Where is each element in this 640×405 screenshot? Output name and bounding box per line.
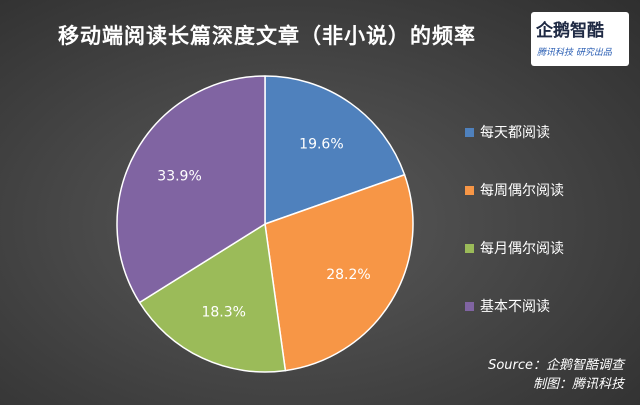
pie-slice-2 xyxy=(264,173,414,372)
pie-value-label-4: 33.9% xyxy=(157,169,201,185)
legend-label: 每月偶尔阅读 xyxy=(480,241,564,257)
legend-swatch xyxy=(465,127,474,137)
legend-swatch xyxy=(465,243,474,253)
pie-value-label-3: 18.3% xyxy=(201,305,245,321)
chart-title: 移动端阅读长篇深度文章（非小说）的频率 xyxy=(58,24,476,48)
pie-slice-4 xyxy=(116,75,266,304)
logo-wordmark: 企鹅智酷 xyxy=(536,21,604,41)
legend-swatch xyxy=(465,185,474,195)
pie-slices xyxy=(116,75,414,373)
legend-label: 每天都阅读 xyxy=(480,125,550,141)
legend-item-1: 每天都阅读 xyxy=(465,122,550,142)
source-text: Source：企鹅智酷调查 xyxy=(488,358,624,373)
brand-logo: 企鹅智酷 腾讯科技 研究出品 xyxy=(531,12,629,66)
legend-item-3: 每月偶尔阅读 xyxy=(465,238,564,258)
legend-item-4: 基本不阅读 xyxy=(465,296,550,316)
legend-item-2: 每周偶尔阅读 xyxy=(465,180,564,200)
legend-label: 基本不阅读 xyxy=(480,299,550,315)
credit-text: 制图：腾讯科技 xyxy=(532,377,624,392)
legend-swatch xyxy=(465,301,474,311)
logo-subtitle: 腾讯科技 研究出品 xyxy=(537,48,612,58)
pie-slice-3 xyxy=(138,223,287,373)
pie-value-labels: 19.6% 28.2% 18.3% 33.9% xyxy=(157,136,370,320)
source-note: Source：企鹅智酷调查 制图：腾讯科技 xyxy=(488,356,624,394)
legend-label: 每周偶尔阅读 xyxy=(480,183,564,199)
pie-value-label-2: 28.2% xyxy=(326,267,370,283)
pie-value-label-1: 19.6% xyxy=(299,136,343,152)
